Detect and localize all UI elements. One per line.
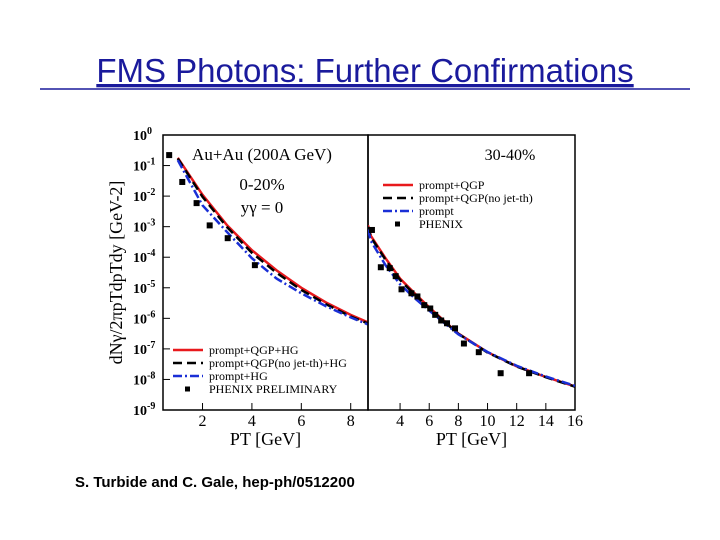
y-tick-exp: 0 (147, 126, 152, 137)
y-tick-base: 10 (133, 282, 147, 297)
y-tick-exp: -4 (147, 248, 155, 259)
data-point (526, 370, 533, 377)
x-tick-label: 8 (347, 413, 355, 430)
data-point (432, 311, 439, 318)
data-point (475, 349, 482, 356)
y-tick-label: 10-3 (133, 218, 155, 236)
data-point (179, 178, 186, 185)
data-point (224, 235, 231, 242)
x-tick-label: 4 (248, 413, 256, 430)
y-tick-exp: -2 (147, 187, 155, 198)
y-tick-label: 10-5 (133, 279, 155, 297)
y-tick-label: 10-9 (133, 401, 155, 419)
y-tick-exp: -5 (147, 279, 155, 290)
y-tick-base: 10 (133, 190, 147, 205)
x-tick-label: 6 (425, 413, 433, 430)
y-tick-label: 10-1 (133, 157, 155, 175)
y-tick-exp: -1 (147, 157, 155, 168)
data-point (368, 226, 375, 233)
data-point (377, 264, 384, 271)
y-tick-label: 10-6 (133, 309, 155, 327)
plot-frame (367, 134, 576, 411)
data-point (438, 317, 445, 324)
legend-label: prompt+QGP(no jet-th)+HG (209, 356, 347, 370)
data-point (392, 273, 399, 280)
annotation: yγ = 0 (241, 198, 284, 217)
y-tick-base: 10 (133, 343, 147, 358)
y-tick-exp: -8 (147, 370, 155, 381)
y-tick-exp: -9 (147, 401, 155, 412)
x-tick-label: 12 (509, 413, 525, 430)
citation: S. Turbide and C. Gale, hep-ph/0512200 (75, 474, 355, 491)
curve (176, 159, 368, 326)
data-point (386, 265, 393, 272)
x-tick-label: 8 (454, 413, 462, 430)
x-tick-label: 16 (567, 413, 583, 430)
data-point (460, 340, 467, 347)
y-tick-label: 10-7 (133, 340, 155, 358)
data-point (166, 152, 173, 159)
x-tick-label: 10 (480, 413, 496, 430)
data-point (193, 200, 200, 207)
plots: 2 4 6 810010-110-210-310-410-510-610-710-81… (106, 126, 583, 449)
y-tick-base: 10 (133, 160, 147, 175)
x-axis-label: PT [GeV] (436, 429, 507, 449)
y-tick-label: 10-8 (133, 370, 155, 388)
y-tick-label: 100 (133, 126, 152, 144)
legend-label: prompt (419, 204, 454, 218)
data-point (421, 302, 428, 309)
curve (368, 225, 575, 388)
curve (368, 229, 575, 387)
data-point (427, 305, 434, 312)
x-tick-label: 6 (297, 413, 305, 430)
legend-label: prompt+QGP(no jet-th) (419, 191, 533, 205)
y-tick-exp: -3 (147, 218, 155, 229)
curve (176, 157, 368, 325)
annotation: 30-40% (485, 147, 536, 164)
y-tick-base: 10 (133, 221, 147, 236)
y-axis-label: dNγ/2πpTdpTdy [GeV-2] (106, 181, 126, 365)
annotation: Au+Au (200A GeV) (192, 145, 332, 164)
data-point (452, 325, 459, 332)
data-point (414, 293, 421, 300)
slide-title: FMS Photons: Further Confirmations (96, 52, 633, 89)
x-tick-label: 14 (538, 413, 554, 430)
y-tick-base: 10 (133, 251, 147, 266)
data-point (408, 290, 415, 297)
data-point (497, 370, 504, 377)
y-tick-base: 10 (133, 404, 147, 419)
legend-label: prompt+QGP (419, 178, 485, 192)
legend-label: prompt+HG (209, 369, 268, 383)
y-tick-label: 10-4 (133, 248, 155, 266)
data-point (398, 286, 405, 293)
x-axis-label: PT [GeV] (230, 429, 301, 449)
legend-swatch (185, 386, 190, 392)
y-tick-base: 10 (133, 129, 147, 144)
y-tick-base: 10 (133, 312, 147, 327)
x-tick-label: 4 (396, 413, 404, 430)
data-point (444, 320, 451, 327)
x-tick-label: 2 (199, 413, 207, 430)
y-tick-exp: -7 (147, 340, 155, 351)
legend-label: PHENIX PRELIMINARY (209, 382, 338, 396)
legend-label: prompt+QGP+HG (209, 343, 299, 357)
data-point (206, 222, 213, 229)
y-tick-base: 10 (133, 373, 147, 388)
annotation: 0-20% (239, 175, 284, 194)
legend-swatch (395, 221, 400, 227)
legend-label: PHENIX (419, 217, 463, 231)
data-point (251, 262, 258, 269)
curve (368, 226, 575, 388)
y-tick-exp: -6 (147, 309, 155, 320)
y-tick-label: 10-2 (133, 187, 155, 205)
